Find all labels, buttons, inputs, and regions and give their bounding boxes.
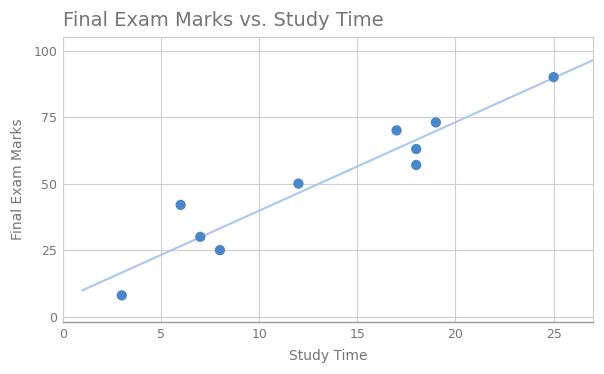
Y-axis label: Final Exam Marks: Final Exam Marks	[11, 119, 25, 240]
Text: Final Exam Marks vs. Study Time: Final Exam Marks vs. Study Time	[63, 11, 384, 30]
Point	[392, 128, 402, 134]
Point	[431, 119, 441, 125]
Point	[411, 162, 421, 168]
X-axis label: Study Time: Study Time	[289, 349, 367, 363]
Point	[549, 74, 559, 80]
Point	[196, 234, 205, 240]
Point	[411, 146, 421, 152]
Point	[176, 202, 185, 208]
Point	[215, 247, 225, 253]
Point	[117, 292, 127, 298]
Point	[294, 181, 303, 187]
